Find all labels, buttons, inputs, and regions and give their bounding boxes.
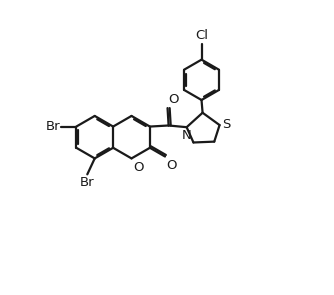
Text: O: O (166, 159, 177, 172)
Text: S: S (222, 118, 231, 131)
Text: N: N (182, 129, 192, 142)
Text: O: O (133, 161, 144, 174)
Text: O: O (168, 93, 179, 106)
Text: Cl: Cl (195, 29, 208, 42)
Text: Br: Br (80, 176, 95, 189)
Text: Br: Br (45, 120, 60, 133)
